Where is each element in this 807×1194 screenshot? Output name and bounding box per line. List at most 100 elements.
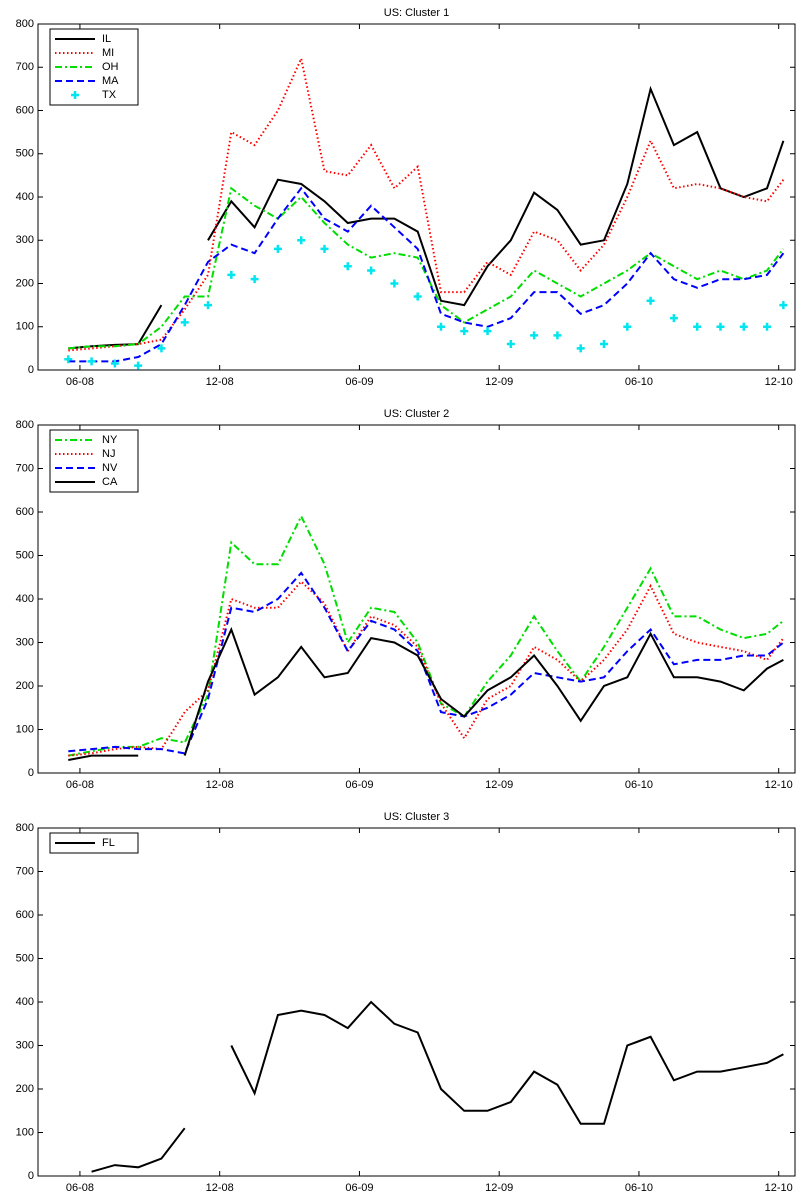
y-tick-label: 400 (16, 996, 34, 1008)
y-tick-label: 600 (16, 104, 34, 116)
marker (87, 357, 96, 366)
plot-area (37, 23, 796, 371)
series-line (68, 514, 785, 757)
marker (623, 322, 632, 331)
marker (646, 296, 655, 305)
marker (413, 292, 422, 301)
legend-label: MI (102, 47, 114, 59)
x-tick-label: 06-10 (625, 376, 653, 388)
x-tick-label: 06-08 (66, 1182, 94, 1194)
legend-label: IL (102, 33, 111, 45)
legend-label: CA (102, 476, 118, 488)
y-tick-label: 300 (16, 234, 34, 246)
marker (227, 270, 236, 279)
y-tick-label: 800 (16, 822, 34, 834)
y-tick-label: 700 (16, 865, 34, 877)
marker (763, 322, 772, 331)
chart-title: US: Cluster 3 (384, 811, 449, 823)
marker (436, 322, 445, 331)
marker (157, 344, 166, 353)
y-tick-label: 500 (16, 952, 34, 964)
y-tick-label: 200 (16, 680, 34, 692)
x-tick-label: 12-10 (765, 779, 793, 791)
legend-label: NJ (102, 448, 115, 460)
x-tick-label: 12-09 (485, 779, 513, 791)
marker (693, 322, 702, 331)
y-tick-label: 0 (28, 767, 34, 779)
legend-label: TX (102, 89, 117, 101)
y-tick-label: 500 (16, 549, 34, 561)
x-tick-label: 12-08 (206, 779, 234, 791)
plot-area (37, 424, 796, 774)
marker (739, 322, 748, 331)
y-tick-label: 300 (16, 636, 34, 648)
y-tick-label: 800 (16, 18, 34, 30)
x-tick-label: 06-08 (66, 376, 94, 388)
marker (110, 359, 119, 368)
x-tick-label: 12-08 (206, 376, 234, 388)
marker (716, 322, 725, 331)
chart-title: US: Cluster 2 (384, 408, 449, 420)
plot-area (37, 827, 796, 1177)
marker (576, 344, 585, 353)
marker (669, 314, 678, 323)
legend-label: OH (102, 61, 119, 73)
y-tick-label: 600 (16, 506, 34, 518)
y-tick-label: 500 (16, 148, 34, 160)
chart-title: US: Cluster 1 (384, 7, 449, 19)
y-tick-label: 100 (16, 723, 34, 735)
legend-label: FL (102, 837, 115, 849)
y-tick-label: 700 (16, 462, 34, 474)
y-tick-label: 600 (16, 909, 34, 921)
y-tick-label: 100 (16, 321, 34, 333)
marker (204, 301, 213, 310)
y-tick-label: 700 (16, 61, 34, 73)
x-tick-label: 06-08 (66, 779, 94, 791)
x-tick-label: 06-09 (345, 779, 373, 791)
x-tick-label: 12-08 (206, 1182, 234, 1194)
legend-swatch (71, 91, 79, 99)
marker (320, 244, 329, 253)
marker (506, 340, 515, 349)
marker (390, 279, 399, 288)
marker (367, 266, 376, 275)
marker (600, 340, 609, 349)
x-tick-label: 12-10 (765, 376, 793, 388)
legend-label: NV (102, 462, 118, 474)
x-tick-label: 06-10 (625, 1182, 653, 1194)
x-tick-label: 06-09 (345, 376, 373, 388)
x-tick-label: 12-09 (485, 376, 513, 388)
series-line (68, 55, 785, 352)
y-tick-label: 300 (16, 1039, 34, 1051)
marker (460, 327, 469, 336)
x-tick-label: 12-10 (765, 1182, 793, 1194)
marker (297, 236, 306, 245)
marker (530, 331, 539, 340)
marker (273, 244, 282, 253)
marker (343, 262, 352, 271)
y-tick-label: 800 (16, 419, 34, 431)
y-tick-label: 200 (16, 1083, 34, 1095)
marker (553, 331, 562, 340)
marker (250, 275, 259, 284)
series-line (91, 1000, 784, 1173)
marker (483, 327, 492, 336)
y-tick-label: 100 (16, 1126, 34, 1138)
y-tick-label: 400 (16, 191, 34, 203)
series-line (68, 186, 785, 363)
x-tick-label: 06-10 (625, 779, 653, 791)
marker (134, 361, 143, 370)
marker (180, 318, 189, 327)
y-tick-label: 200 (16, 277, 34, 289)
x-tick-label: 06-09 (345, 1182, 373, 1194)
marker (779, 301, 788, 310)
y-tick-label: 400 (16, 593, 34, 605)
series-line (68, 626, 784, 761)
marker (64, 355, 73, 364)
legend-label: MA (102, 75, 119, 87)
legend-label: NY (102, 434, 118, 446)
legend (49, 28, 139, 106)
y-tick-label: 0 (28, 1170, 34, 1182)
y-tick-label: 0 (28, 364, 34, 376)
